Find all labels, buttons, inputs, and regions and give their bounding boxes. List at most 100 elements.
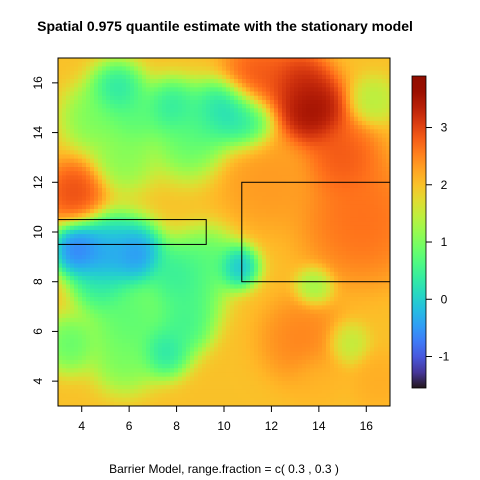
heatmap-cell	[298, 66, 303, 72]
heatmap-cell	[274, 347, 279, 353]
heatmap-cell	[186, 229, 191, 235]
heatmap-cell	[194, 280, 199, 286]
heatmap-cell	[206, 204, 211, 210]
heatmap-cell	[158, 397, 163, 403]
heatmap-cell	[250, 229, 255, 235]
heatmap-cell	[166, 246, 171, 252]
heatmap-cell	[190, 292, 195, 298]
heatmap-cell	[110, 343, 115, 348]
heatmap-cell	[178, 62, 183, 67]
heatmap-cell	[202, 347, 207, 353]
heatmap-cell	[274, 284, 279, 290]
heatmap-cell	[286, 208, 291, 214]
heatmap-cell	[74, 108, 79, 114]
heatmap-cell	[278, 351, 283, 357]
heatmap-cell	[250, 204, 255, 210]
heatmap-cell	[106, 389, 111, 395]
heatmap-cell	[106, 326, 111, 332]
heatmap-cell	[290, 246, 295, 252]
heatmap-cell	[106, 376, 111, 382]
heatmap-cell	[274, 250, 279, 256]
heatmap-cell	[162, 221, 167, 227]
heatmap-cell	[86, 276, 91, 281]
heatmap-cell	[114, 200, 119, 206]
heatmap-cell	[106, 359, 111, 365]
heatmap-cell	[178, 250, 183, 256]
heatmap-cell	[90, 267, 95, 273]
heatmap-cell	[178, 196, 183, 202]
heatmap-cell	[94, 288, 99, 294]
heatmap-cell	[98, 104, 103, 109]
heatmap-cell	[78, 116, 83, 122]
heatmap-cell	[86, 91, 91, 97]
heatmap-cell	[246, 129, 251, 135]
heatmap-cell	[254, 238, 259, 244]
heatmap-cell	[146, 271, 151, 277]
heatmap-cell	[162, 309, 167, 315]
heatmap-cell	[134, 301, 139, 306]
heatmap-cell	[266, 192, 271, 197]
heatmap-cell	[118, 351, 123, 357]
heatmap-cell	[218, 380, 223, 386]
heatmap-cell	[294, 322, 299, 327]
heatmap-cell	[126, 280, 131, 286]
heatmap-cell	[162, 116, 167, 122]
heatmap-cell	[274, 301, 279, 306]
heatmap-cell	[234, 385, 239, 390]
heatmap-cell	[158, 162, 163, 168]
heatmap-cell	[266, 255, 271, 260]
heatmap-cell	[86, 141, 91, 147]
heatmap-cell	[226, 133, 231, 139]
heatmap-cell	[294, 338, 299, 344]
heatmap-cell	[86, 364, 91, 369]
heatmap-cell	[98, 95, 103, 101]
heatmap-cell	[134, 150, 139, 156]
heatmap-cell	[82, 183, 87, 189]
heatmap-cell	[82, 259, 87, 265]
heatmap-cell	[118, 99, 123, 105]
heatmap-cell	[98, 91, 103, 97]
heatmap-cell	[222, 317, 227, 323]
heatmap-cell	[58, 133, 63, 139]
heatmap-cell	[94, 267, 99, 273]
heatmap-cell	[90, 334, 95, 340]
heatmap-cell	[282, 296, 287, 302]
heatmap-cell	[166, 204, 171, 210]
heatmap-cell	[134, 330, 139, 336]
heatmap-cell	[114, 120, 119, 126]
heatmap-cell	[210, 259, 215, 265]
heatmap-cell	[118, 385, 123, 390]
heatmap-cell	[114, 146, 119, 151]
heatmap-cell	[150, 192, 155, 197]
heatmap-cell	[106, 129, 111, 135]
heatmap-cell	[178, 276, 183, 281]
heatmap-cell	[250, 146, 255, 151]
heatmap-cell	[98, 292, 103, 298]
heatmap-cell	[74, 62, 79, 67]
heatmap-cell	[186, 200, 191, 206]
heatmap-cell	[218, 263, 223, 269]
heatmap-cell	[182, 234, 187, 239]
heatmap-cell	[86, 393, 91, 399]
heatmap-cell	[274, 58, 279, 63]
heatmap-cell	[174, 78, 179, 84]
heatmap-cell	[70, 183, 75, 189]
heatmap-cell	[130, 334, 135, 340]
heatmap-cell	[66, 309, 71, 315]
heatmap-cell	[62, 192, 67, 197]
heatmap-cell	[210, 330, 215, 336]
heatmap-cell	[246, 288, 251, 294]
heatmap-cell	[78, 326, 83, 332]
heatmap-cell	[222, 296, 227, 302]
heatmap-cell	[78, 338, 83, 344]
heatmap-cell	[202, 167, 207, 172]
heatmap-cell	[298, 120, 303, 126]
heatmap-cell	[98, 376, 103, 382]
heatmap-cell	[178, 167, 183, 172]
heatmap-cell	[154, 246, 159, 252]
heatmap-cell	[170, 301, 175, 306]
heatmap-cell	[134, 78, 139, 84]
heatmap-cell	[202, 334, 207, 340]
heatmap-cell	[230, 351, 235, 357]
heatmap-cell	[114, 179, 119, 185]
